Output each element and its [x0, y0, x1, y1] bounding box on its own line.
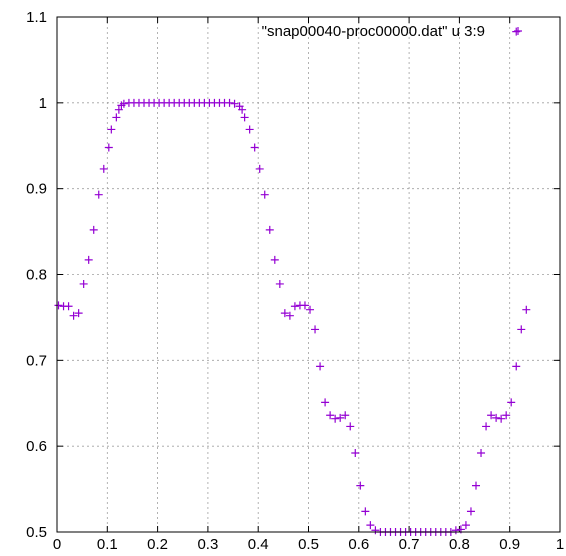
- data-point: [285, 311, 294, 320]
- data-point: [54, 301, 63, 310]
- data-point: [74, 309, 83, 318]
- data-point: [89, 225, 98, 234]
- data-point: [107, 125, 116, 134]
- x-tick-label: 0.5: [298, 536, 319, 553]
- data-point: [311, 325, 320, 334]
- data-point: [512, 362, 521, 371]
- data-point: [84, 255, 93, 264]
- data-point: [336, 413, 345, 422]
- data-point: [517, 325, 526, 334]
- data-point: [482, 422, 491, 431]
- data-point: [507, 398, 516, 407]
- y-tick-label: 0.7: [26, 352, 47, 369]
- data-point: [351, 449, 360, 458]
- data-point: [331, 414, 340, 423]
- data-point: [341, 411, 350, 420]
- x-tick-label: 0.6: [348, 536, 369, 553]
- x-tick-label: 0.3: [197, 536, 218, 553]
- data-point: [290, 302, 299, 311]
- data-points: [54, 27, 531, 536]
- data-point: [79, 279, 88, 288]
- data-point: [451, 526, 460, 535]
- y-tick-label: 1.1: [26, 9, 47, 26]
- data-point: [114, 105, 123, 114]
- x-tick-label: 0: [53, 536, 61, 553]
- x-tick-label: 1: [556, 536, 564, 553]
- data-point: [371, 526, 380, 535]
- data-point: [250, 143, 259, 152]
- data-point: [104, 143, 113, 152]
- plot-frame: [56, 16, 561, 533]
- data-point: [461, 521, 470, 530]
- data-point: [356, 481, 365, 490]
- y-tick-label: 0.5: [26, 524, 47, 541]
- legend: "snap00040-proc00000.dat" u 3:9: [262, 23, 522, 40]
- data-point: [522, 305, 531, 314]
- data-point: [119, 99, 128, 108]
- data-point: [502, 411, 511, 420]
- grid: [57, 17, 560, 532]
- data-point: [346, 422, 355, 431]
- legend-marker: [514, 27, 522, 35]
- data-point: [471, 481, 480, 490]
- data-point: [326, 411, 335, 420]
- data-point: [64, 302, 73, 311]
- data-point: [306, 305, 315, 314]
- x-tick-label: 0.2: [147, 536, 168, 553]
- x-tick-label: 0.9: [499, 536, 520, 553]
- legend-label: "snap00040-proc00000.dat" u 3:9: [262, 23, 485, 40]
- data-point: [238, 105, 247, 114]
- data-point: [300, 301, 309, 310]
- data-point: [366, 521, 375, 530]
- legend-plus-marker: [514, 27, 522, 35]
- data-point: [497, 414, 506, 423]
- data-point: [112, 113, 121, 122]
- data-point: [245, 125, 254, 134]
- x-tick-label: 0.1: [97, 536, 118, 553]
- x-tick-label: 0.8: [449, 536, 470, 553]
- data-point: [240, 113, 249, 122]
- data-point: [225, 98, 234, 107]
- y-tick-label: 0.8: [26, 267, 47, 284]
- data-point: [487, 411, 496, 420]
- y-tick-label: 1: [39, 95, 47, 112]
- data-point: [321, 398, 330, 407]
- data-point: [280, 309, 289, 318]
- data-point: [99, 164, 108, 173]
- data-point: [94, 190, 103, 199]
- data-point: [255, 164, 264, 173]
- axis-ticks: 0 0.1 0.2 0.3 0.4 0.5 0.6 0.7 0.8 0.9 1 0.5 0.6 0.7 0.…: [26, 9, 564, 553]
- data-point: [361, 507, 370, 516]
- data-point: [230, 99, 239, 108]
- data-point: [466, 507, 475, 516]
- data-point: [265, 225, 274, 234]
- x-tick-label: 0.7: [399, 536, 420, 553]
- data-point: [275, 279, 284, 288]
- data-point: [477, 449, 486, 458]
- data-point: [270, 255, 279, 264]
- x-tick-label: 0.4: [248, 536, 269, 553]
- data-point: [260, 190, 269, 199]
- data-point: [492, 413, 501, 422]
- data-point: [69, 311, 78, 320]
- y-tick-label: 0.9: [26, 181, 47, 198]
- y-tick-label: 0.6: [26, 438, 47, 455]
- data-point: [316, 362, 325, 371]
